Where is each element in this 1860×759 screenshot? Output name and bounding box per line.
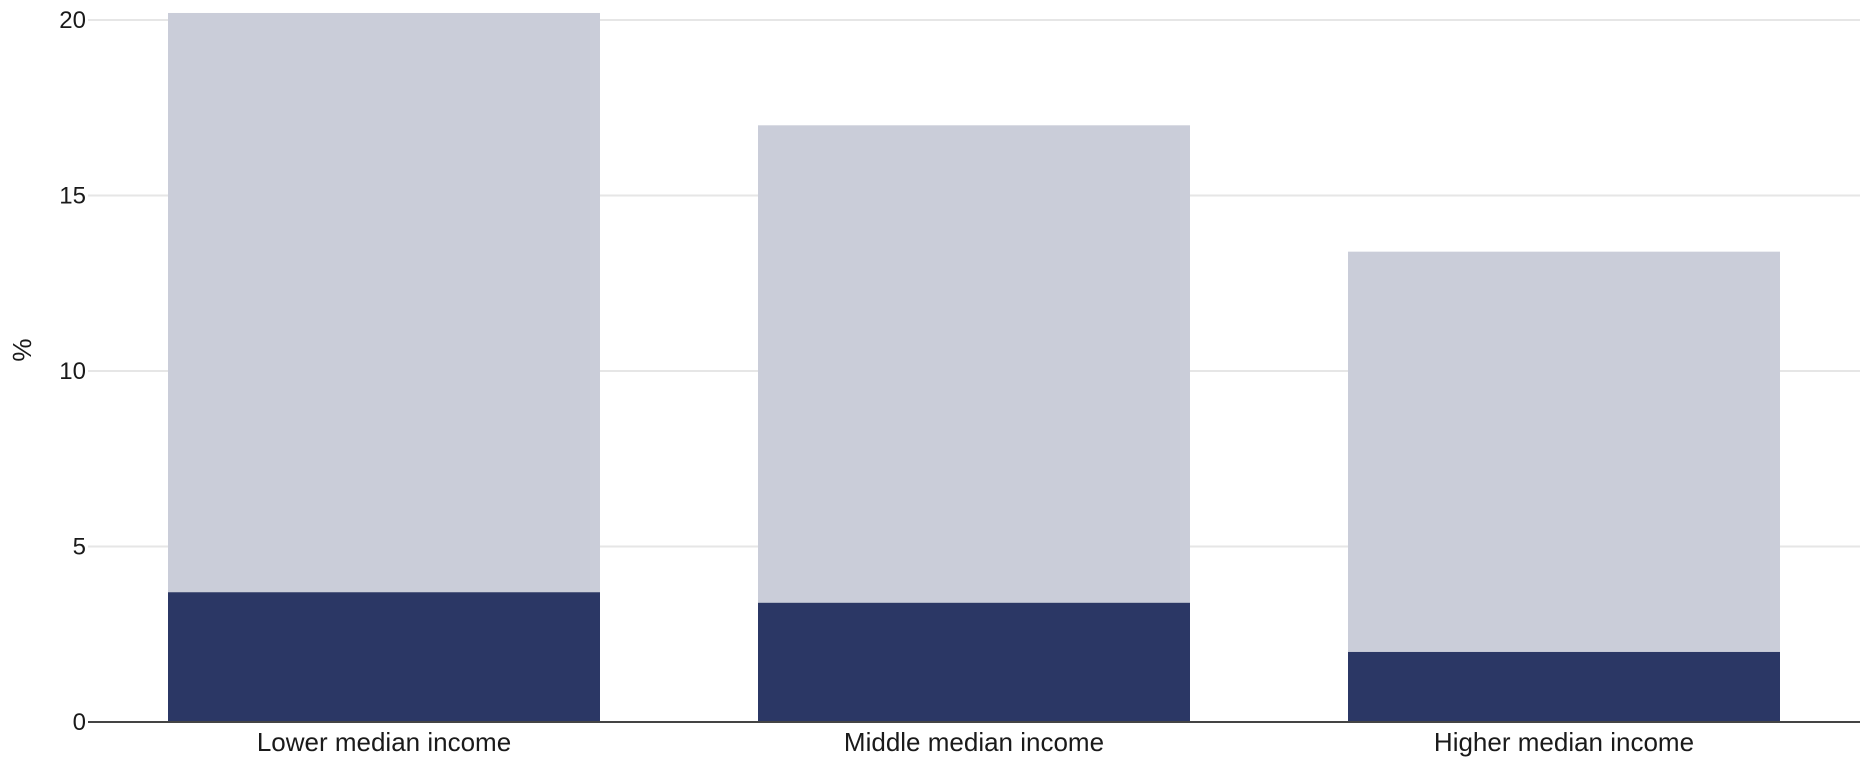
y-axis-ticks: 0 5 10 15 20	[59, 7, 86, 736]
bar-segment-1	[758, 602, 1190, 722]
x-category-label: Middle median income	[844, 727, 1104, 757]
bars	[168, 12, 1780, 722]
y-axis-title: %	[7, 338, 37, 361]
y-tick-label: 0	[73, 709, 86, 736]
x-axis-categories: Lower median income Middle median income H…	[257, 727, 1694, 757]
y-tick-label: 5	[73, 534, 86, 561]
bar-segment-2	[1348, 251, 1780, 652]
y-tick-label: 15	[59, 183, 86, 210]
bar-segment-1	[168, 592, 600, 722]
x-category-label: Lower median income	[257, 727, 511, 757]
y-tick-label: 10	[59, 358, 86, 385]
x-category-label: Higher median income	[1434, 727, 1694, 757]
bar-segment-2	[758, 125, 1190, 603]
bar-segment-1	[1348, 651, 1780, 722]
bar-segment-2	[168, 12, 600, 593]
y-tick-label: 20	[59, 7, 86, 34]
